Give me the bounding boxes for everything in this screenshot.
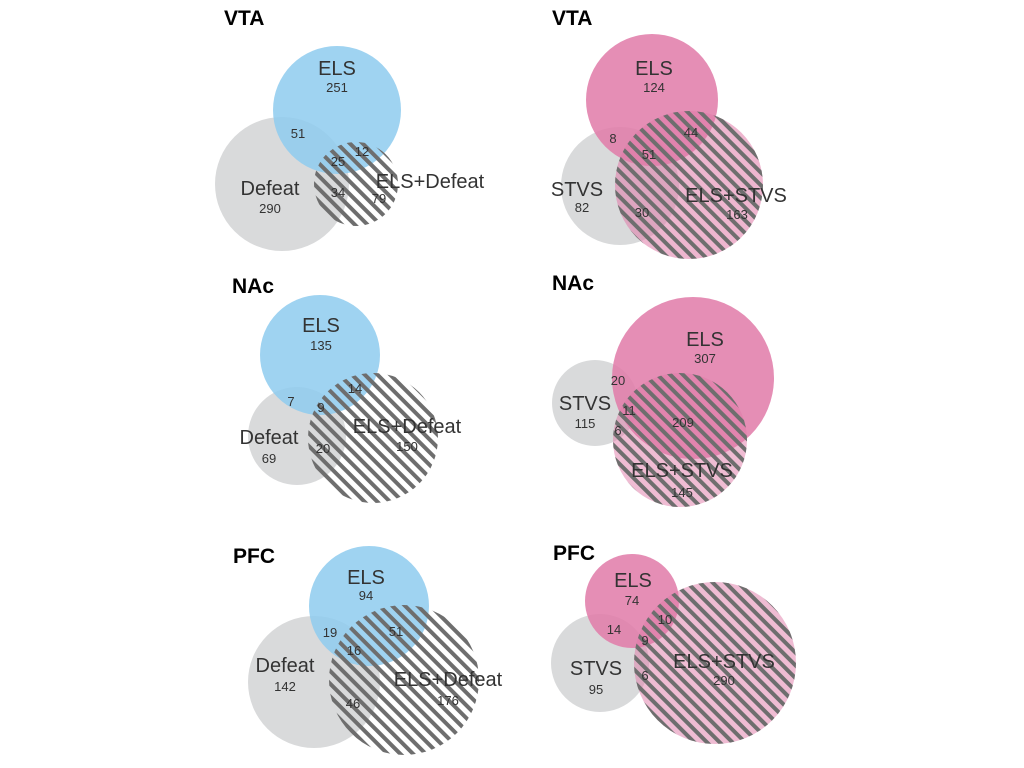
defeat-count: 69 — [262, 451, 276, 466]
overlap-all-three: 51 — [642, 147, 656, 162]
combo-count: 145 — [671, 485, 693, 500]
overlap-all-three: 9 — [317, 400, 324, 415]
combo-circle — [615, 111, 763, 259]
combo-count: 79 — [372, 191, 386, 206]
overlap-all-three: 16 — [347, 643, 361, 658]
overlap-all-three: 9 — [641, 633, 648, 648]
els-label: ELS — [318, 58, 356, 80]
venn-stvs-vta: VTA ELS 124 STVS 82 ELS+STVS 163 8 51 44… — [551, 7, 787, 259]
els-count: 307 — [694, 351, 716, 366]
combo-circle — [329, 605, 479, 755]
overlap-els-combo: 12 — [355, 144, 369, 159]
overlap-all-three: 25 — [331, 154, 345, 169]
venn-defeat-vta: VTA ELS 251 Defeat 290 ELS+Defeat 79 51 … — [215, 7, 485, 251]
els-count: 74 — [625, 593, 639, 608]
overlap-els-combo: 14 — [348, 381, 362, 396]
defeat-count: 142 — [274, 679, 296, 694]
overlap-stvs-combo: 30 — [635, 205, 649, 220]
overlap-els-defeat: 19 — [323, 625, 337, 640]
overlap-defeat-combo: 20 — [316, 441, 330, 456]
combo-label: ELS+STVS — [673, 651, 775, 673]
overlap-defeat-combo: 46 — [346, 696, 360, 711]
els-label: ELS — [686, 329, 724, 351]
els-count: 251 — [326, 80, 348, 95]
combo-circle — [634, 582, 796, 744]
region-title: VTA — [224, 7, 264, 30]
region-title: PFC — [233, 545, 275, 568]
venn-defeat-nac: NAc ELS 135 Defeat 69 ELS+Defeat 150 7 9… — [232, 275, 462, 503]
region-title: VTA — [552, 7, 592, 30]
overlap-els-combo: 44 — [684, 125, 698, 140]
defeat-label: Defeat — [256, 655, 315, 677]
combo-label: ELS+STVS — [685, 185, 787, 207]
overlap-els-defeat: 7 — [287, 394, 294, 409]
els-count: 124 — [643, 80, 665, 95]
stvs-count: 82 — [575, 200, 589, 215]
combo-circle — [613, 373, 747, 507]
combo-count: 163 — [726, 207, 748, 222]
overlap-els-stvs: 14 — [607, 622, 621, 637]
stvs-label: STVS — [551, 179, 603, 201]
combo-circle — [308, 373, 438, 503]
defeat-count: 290 — [259, 201, 281, 216]
overlap-els-combo: 209 — [672, 415, 694, 430]
combo-label: ELS+Defeat — [353, 416, 462, 438]
els-count: 135 — [310, 338, 332, 353]
combo-label: ELS+Defeat — [394, 669, 503, 691]
combo-circle — [314, 142, 398, 226]
stvs-count: 115 — [575, 416, 596, 431]
combo-count: 150 — [396, 439, 418, 454]
combo-label: ELS+STVS — [631, 460, 733, 482]
combo-count: 176 — [437, 693, 459, 708]
overlap-all-three: 11 — [622, 403, 636, 418]
region-title: NAc — [552, 272, 594, 295]
overlap-stvs-combo: 6 — [641, 668, 648, 683]
els-label: ELS — [302, 315, 340, 337]
stvs-label: STVS — [570, 658, 622, 680]
overlap-els-stvs: 8 — [609, 131, 616, 146]
overlap-stvs-combo: 6 — [614, 423, 621, 438]
venn-stvs-nac: NAc ELS 307 STVS 115 ELS+STVS 145 20 11 … — [552, 272, 774, 507]
combo-label: ELS+Defeat — [376, 171, 485, 193]
region-title: PFC — [553, 542, 595, 565]
venn-stvs-pfc: PFC ELS 74 STVS 95 ELS+STVS 290 14 9 10 … — [551, 542, 796, 744]
defeat-label: Defeat — [240, 427, 299, 449]
overlap-els-defeat: 51 — [291, 126, 305, 141]
overlap-els-combo: 10 — [658, 612, 672, 627]
combo-count: 290 — [713, 673, 735, 688]
region-title: NAc — [232, 275, 274, 298]
overlap-defeat-combo: 34 — [331, 185, 345, 200]
els-label: ELS — [614, 570, 652, 592]
overlap-els-stvs: 20 — [611, 373, 625, 388]
overlap-els-combo: 51 — [389, 624, 403, 639]
stvs-count: 95 — [589, 682, 603, 697]
els-circle — [273, 46, 401, 174]
els-label: ELS — [347, 567, 385, 589]
defeat-label: Defeat — [241, 178, 300, 200]
venn-defeat-pfc: PFC ELS 94 Defeat 142 ELS+Defeat 176 19 … — [233, 545, 503, 755]
stvs-label: STVS — [559, 393, 611, 415]
els-count: 94 — [359, 588, 373, 603]
els-label: ELS — [635, 58, 673, 80]
